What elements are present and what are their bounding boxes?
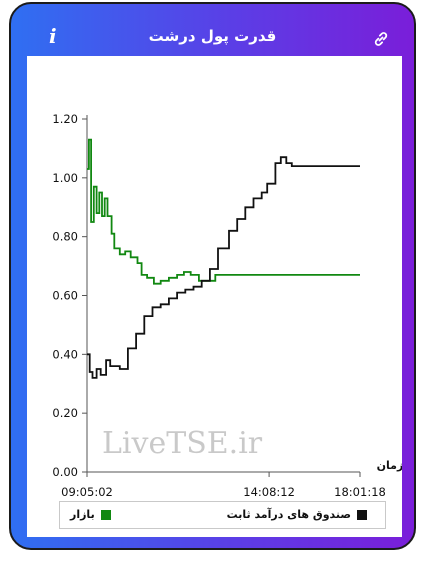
chart-panel: LiveTSE.ir 0.00 0.20 0.40 0.60 0.80 1.00 1.20 0…	[27, 56, 402, 537]
y-tick-label: 0.60	[52, 289, 78, 303]
y-tick-label: 0.00	[52, 465, 78, 479]
y-tick-label: 0.80	[52, 230, 78, 244]
y-tick-label: 0.20	[52, 406, 78, 420]
widget-card: i قدرت پول درشت LiveTSE.ir 0.00 0.20 0.40 0…	[9, 2, 416, 550]
x-tick-label: 18:01:18	[334, 485, 386, 499]
x-axis-label: زمان	[377, 459, 402, 472]
line-chart: LiveTSE.ir 0.00 0.20 0.40 0.60 0.80 1.00 1.20 0…	[52, 112, 402, 499]
y-tick-label: 1.20	[52, 112, 78, 126]
legend-swatch-market	[100, 510, 111, 520]
widget-title: قدرت پول درشت	[148, 27, 277, 45]
legend-label-fixed-income: صندوق های درآمد ثابت	[226, 508, 351, 521]
chart-legend: صندوق های درآمد ثابت بازار	[59, 501, 386, 529]
x-tick-label: 09:05:02	[61, 485, 113, 499]
legend-label-market: بازار	[70, 508, 95, 521]
link-icon[interactable]	[372, 30, 390, 48]
widget-header: i قدرت پول درشت	[11, 4, 414, 56]
series-line-0	[87, 138, 360, 285]
y-tick-label: 1.00	[52, 171, 78, 185]
y-tick-label: 0.40	[52, 347, 78, 361]
info-icon[interactable]: i	[49, 24, 57, 48]
x-tick-label: 14:08:12	[243, 485, 295, 499]
series-line-1	[87, 156, 360, 379]
legend-item-fixed-income[interactable]: صندوق های درآمد ثابت	[227, 508, 367, 521]
watermark: LiveTSE.ir	[102, 426, 263, 461]
legend-swatch-fixed-income	[357, 510, 367, 520]
legend-item-market[interactable]: بازار	[70, 508, 111, 521]
